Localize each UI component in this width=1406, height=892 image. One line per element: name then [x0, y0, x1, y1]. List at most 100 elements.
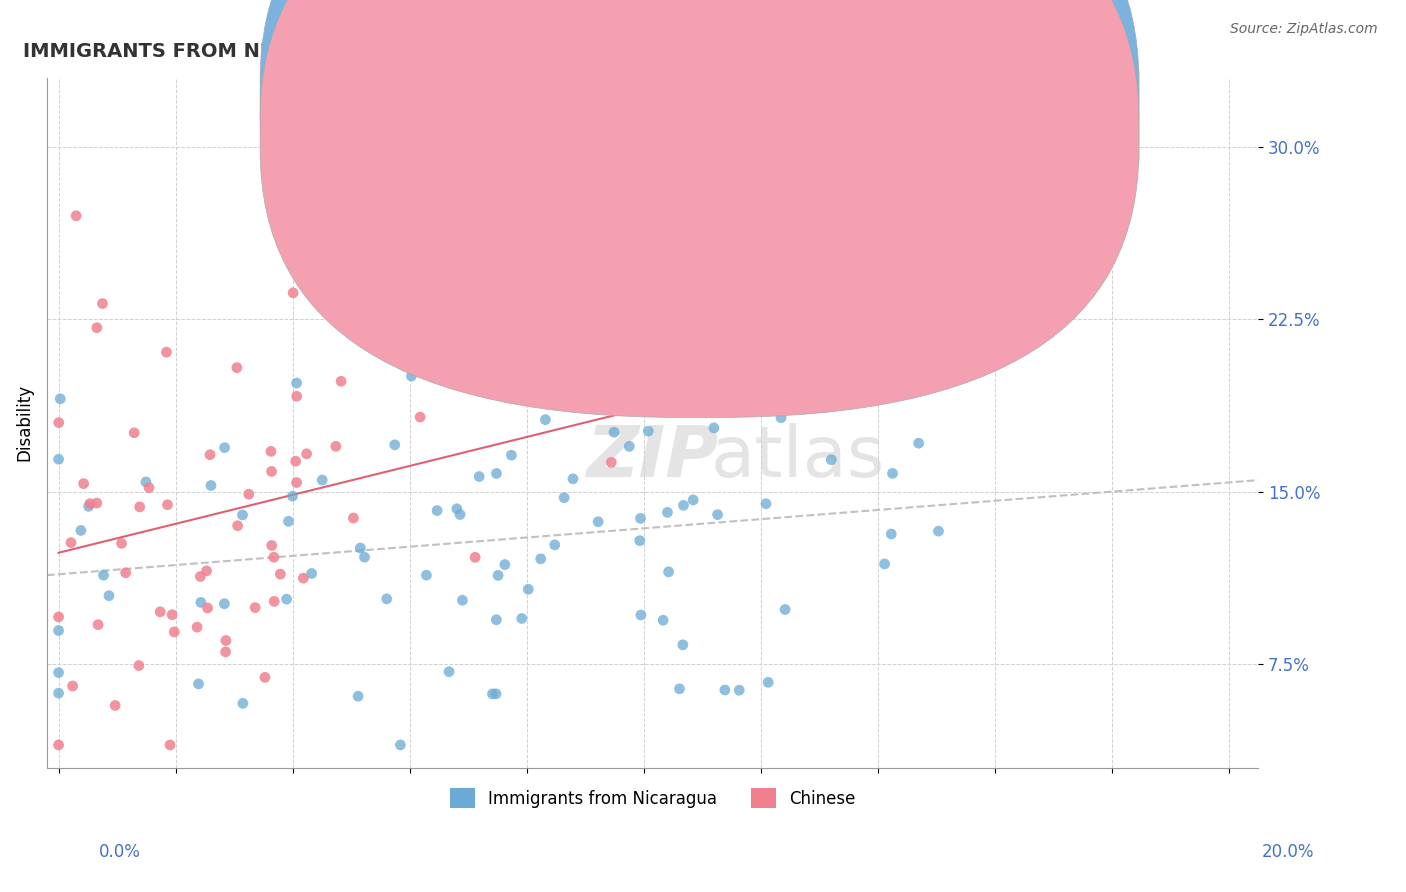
Point	[619, 439, 641, 453]
Point	[281, 489, 304, 503]
Point	[544, 538, 567, 552]
Point	[353, 550, 375, 565]
Point	[97, 589, 120, 603]
Point	[231, 508, 253, 522]
Point	[138, 481, 160, 495]
Point	[128, 500, 150, 514]
Point	[48, 665, 70, 680]
Point	[769, 410, 792, 425]
Point	[534, 412, 557, 426]
Point	[49, 392, 72, 406]
Point	[501, 448, 523, 462]
Point	[48, 610, 70, 624]
Text: 0.0%: 0.0%	[98, 843, 141, 861]
Point	[600, 455, 623, 469]
Point	[494, 558, 516, 572]
Text: atlas: atlas	[711, 423, 886, 491]
Point	[285, 475, 308, 490]
Point	[190, 595, 212, 609]
Point	[160, 607, 183, 622]
Point	[672, 499, 695, 513]
Point	[927, 524, 949, 538]
Point	[195, 564, 218, 578]
Point	[773, 602, 796, 616]
Point	[628, 533, 651, 548]
Y-axis label: Disability: Disability	[15, 384, 32, 461]
Point	[342, 511, 364, 525]
Point	[630, 607, 652, 622]
Point	[284, 454, 307, 468]
Point	[637, 424, 659, 438]
Point	[62, 679, 84, 693]
Point	[91, 296, 114, 310]
Point	[263, 550, 285, 565]
Point	[728, 683, 751, 698]
Point	[93, 568, 115, 582]
Point	[48, 738, 70, 752]
Text: 20.0%: 20.0%	[1263, 843, 1315, 861]
Point	[156, 498, 179, 512]
Point	[714, 682, 737, 697]
Point	[198, 448, 221, 462]
Point	[437, 665, 460, 679]
Point	[301, 566, 323, 581]
Point	[225, 360, 247, 375]
Point	[682, 492, 704, 507]
Point	[703, 421, 725, 435]
Point	[214, 441, 236, 455]
Point	[253, 670, 276, 684]
Point	[226, 518, 249, 533]
Point	[756, 675, 779, 690]
Point	[657, 505, 679, 519]
Point	[86, 496, 108, 510]
Point	[510, 611, 533, 625]
Point	[415, 568, 437, 582]
Point	[285, 376, 308, 390]
Point	[586, 515, 609, 529]
Text: Source: ZipAtlas.com: Source: ZipAtlas.com	[1230, 22, 1378, 37]
Point	[389, 738, 412, 752]
Point	[128, 658, 150, 673]
Point	[530, 552, 553, 566]
Text: IMMIGRANTS FROM NICARAGUA VS CHINESE DISABILITY CORRELATION CHART: IMMIGRANTS FROM NICARAGUA VS CHINESE DIS…	[22, 42, 879, 61]
Point	[72, 476, 94, 491]
Point	[70, 524, 93, 538]
Point	[65, 209, 87, 223]
Point	[263, 594, 285, 608]
Point	[187, 677, 209, 691]
Point	[276, 592, 298, 607]
Point	[79, 497, 101, 511]
Point	[763, 399, 786, 413]
Point	[755, 497, 778, 511]
Point	[446, 501, 468, 516]
Point	[87, 617, 110, 632]
Point	[426, 503, 449, 517]
Point	[349, 541, 371, 555]
Point	[668, 681, 690, 696]
Point	[86, 320, 108, 334]
Point	[517, 582, 540, 597]
Point	[48, 686, 70, 700]
Point	[48, 416, 70, 430]
Point	[59, 535, 82, 549]
Point	[159, 738, 181, 752]
Point	[232, 697, 254, 711]
Point	[553, 491, 575, 505]
Point	[882, 467, 904, 481]
Point	[122, 425, 145, 440]
Point	[295, 447, 318, 461]
Point	[451, 593, 474, 607]
Point	[215, 633, 238, 648]
Point	[356, 243, 378, 257]
Text: R = 0.257   N = 83: R = 0.257 N = 83	[731, 89, 901, 107]
Point	[658, 565, 681, 579]
Point	[409, 410, 432, 425]
Point	[110, 536, 132, 550]
Point	[238, 487, 260, 501]
Point	[315, 238, 337, 252]
Point	[260, 444, 283, 458]
Point	[485, 467, 508, 481]
Text: R = 0.227   N = 57: R = 0.227 N = 57	[731, 129, 901, 147]
Point	[330, 374, 353, 388]
Point	[672, 638, 695, 652]
